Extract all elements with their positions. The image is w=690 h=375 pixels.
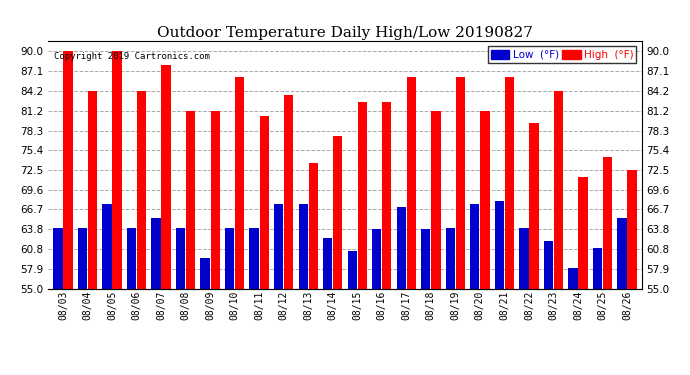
- Bar: [421, 229, 431, 289]
- Bar: [102, 204, 112, 289]
- Bar: [201, 258, 210, 289]
- Bar: [446, 228, 455, 289]
- Bar: [284, 96, 293, 289]
- Bar: [176, 228, 185, 289]
- Bar: [618, 217, 627, 289]
- Bar: [274, 204, 284, 289]
- Bar: [308, 163, 318, 289]
- Bar: [112, 51, 121, 289]
- Bar: [495, 201, 504, 289]
- Bar: [544, 241, 553, 289]
- Bar: [519, 228, 529, 289]
- Bar: [431, 111, 440, 289]
- Bar: [161, 65, 171, 289]
- Bar: [259, 116, 269, 289]
- Bar: [357, 102, 367, 289]
- Bar: [480, 111, 489, 289]
- Bar: [137, 91, 146, 289]
- Bar: [210, 111, 220, 289]
- Bar: [225, 228, 235, 289]
- Bar: [88, 91, 97, 289]
- Bar: [554, 91, 563, 289]
- Bar: [63, 51, 72, 289]
- Bar: [323, 238, 333, 289]
- Bar: [78, 228, 87, 289]
- Bar: [406, 76, 416, 289]
- Bar: [470, 204, 480, 289]
- Bar: [627, 170, 637, 289]
- Bar: [372, 229, 382, 289]
- Bar: [250, 228, 259, 289]
- Bar: [569, 268, 578, 289]
- Text: Copyright 2019 Cartronics.com: Copyright 2019 Cartronics.com: [55, 53, 210, 62]
- Bar: [186, 111, 195, 289]
- Bar: [603, 156, 612, 289]
- Bar: [299, 204, 308, 289]
- Bar: [593, 248, 602, 289]
- Bar: [397, 207, 406, 289]
- Bar: [505, 76, 514, 289]
- Bar: [151, 217, 161, 289]
- Bar: [235, 76, 244, 289]
- Bar: [333, 136, 342, 289]
- Bar: [455, 76, 465, 289]
- Title: Outdoor Temperature Daily High/Low 20190827: Outdoor Temperature Daily High/Low 20190…: [157, 26, 533, 40]
- Bar: [382, 102, 391, 289]
- Legend: Low  (°F), High  (°F): Low (°F), High (°F): [488, 46, 636, 63]
- Bar: [53, 228, 63, 289]
- Bar: [348, 252, 357, 289]
- Bar: [127, 228, 136, 289]
- Bar: [529, 123, 539, 289]
- Bar: [578, 177, 588, 289]
